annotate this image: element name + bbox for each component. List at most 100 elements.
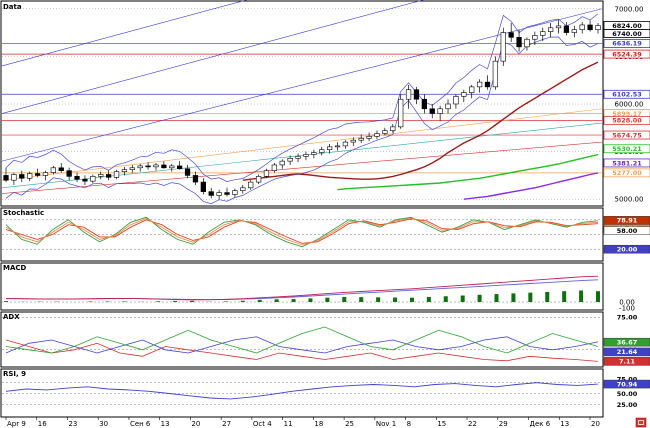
macd-histogram-bar	[308, 298, 313, 302]
candle-body	[461, 92, 467, 97]
candle-body	[311, 152, 317, 155]
macd-histogram-bar	[122, 301, 127, 302]
price-trendline	[1, 122, 603, 189]
candle-body	[263, 170, 270, 177]
candle-body	[232, 190, 238, 195]
x-tick-label: Дек 6	[530, 420, 551, 428]
candle-body	[121, 169, 128, 172]
macd-histogram-bar	[596, 291, 600, 302]
candle-body	[216, 192, 222, 196]
macd-histogram-bar	[274, 299, 279, 302]
candle-body	[255, 176, 262, 183]
macd-histogram-bar	[88, 301, 93, 302]
macd-histogram-bar	[342, 296, 347, 302]
macd-frame	[0, 262, 604, 311]
candle-body	[492, 60, 499, 88]
adx-badge	[603, 337, 650, 347]
candle-body	[177, 165, 183, 170]
zoom-button[interactable]	[635, 417, 647, 428]
macd-histogram-bar	[173, 300, 178, 302]
adx-tick-label: 36.67	[617, 338, 638, 346]
candle-body	[113, 171, 120, 178]
macd-line	[5, 275, 599, 301]
candle-body	[555, 25, 562, 29]
candle-body	[319, 149, 325, 153]
macd-histogram-bar	[460, 295, 465, 302]
rsi-plot	[2, 382, 602, 405]
price-trendline	[1, 0, 248, 67]
candle-body	[303, 154, 309, 157]
candle-body	[90, 176, 96, 182]
stochastic-badge	[603, 226, 650, 235]
candle-body	[563, 25, 570, 33]
x-tick-label: 25	[345, 420, 354, 428]
candle-body	[350, 139, 356, 143]
candle-body	[500, 32, 506, 62]
x-tick-label: 27	[222, 420, 231, 428]
rsi-tick-label: 70.94	[617, 380, 638, 388]
zoom-icon	[638, 420, 644, 425]
price-trendline	[1, 0, 424, 114]
macd-histogram-bar	[528, 292, 533, 302]
candle-body	[153, 164, 159, 168]
macd-histogram-bar	[477, 294, 482, 302]
candle-body	[429, 108, 435, 114]
macd-histogram-bar	[393, 297, 398, 302]
stochastic-tick-label: 58.00	[617, 227, 638, 235]
x-tick-label: 20	[591, 420, 600, 428]
candle-body	[516, 37, 522, 48]
price-candles	[3, 20, 601, 200]
candle-body	[382, 130, 388, 134]
candle-body	[137, 165, 143, 169]
macd-histogram-bar	[359, 297, 364, 302]
candle-body	[508, 32, 514, 38]
candle-body	[66, 170, 72, 177]
x-tick-label: Сен 6	[130, 420, 151, 428]
candle-body	[540, 31, 546, 36]
bollinger-upper-line	[5, 13, 599, 182]
price-panel-title: Data	[3, 3, 22, 11]
stochastic-frame	[0, 207, 604, 262]
candle-body	[405, 89, 412, 100]
candle-body	[524, 38, 530, 48]
macd-histogram-bar	[494, 294, 499, 302]
x-tick-label: 18	[314, 420, 323, 428]
price-badge-label: 6824.00	[612, 22, 642, 30]
candle-body	[334, 145, 341, 148]
x-tick-label: 8	[407, 420, 411, 428]
candle-body	[224, 192, 230, 195]
price-badge-label: 5381.21	[612, 159, 642, 167]
price-panel: Data 7000.006500.006000.005500.005000.00…	[0, 0, 650, 207]
x-axis: Apr 9 16 23 30 Сен 6 13 20 27 Oct 4 11 18 25 Nov 1 8 1…	[5, 417, 600, 428]
x-tick-label: 29	[499, 420, 508, 428]
adx-tick-label: 75.00	[617, 314, 638, 322]
rsi-tick-label: 25.00	[617, 401, 638, 409]
macd-tick-label: -100	[619, 305, 635, 313]
candle-body	[42, 172, 49, 176]
macd-histogram-bar	[156, 301, 161, 302]
zoom-control[interactable]	[635, 417, 647, 428]
candle-body	[287, 157, 293, 162]
price-badge-label: 5828.00	[612, 117, 642, 125]
rsi-tick-label: 75.00	[617, 376, 638, 384]
candle-body	[184, 168, 191, 176]
price-badge	[603, 130, 650, 140]
candle-body	[34, 173, 41, 176]
macd-histogram-bar	[562, 291, 567, 302]
price-grid	[2, 8, 602, 200]
candle-body	[398, 98, 404, 128]
x-tick-label: 13	[560, 420, 569, 428]
macd-histogram-bar	[545, 291, 550, 302]
price-badge	[603, 89, 650, 99]
candle-body	[98, 174, 104, 177]
candle-body	[421, 98, 427, 110]
price-badge	[603, 49, 650, 59]
candle-body	[200, 181, 206, 192]
price-tick-label: 5000.00	[615, 196, 644, 204]
rsi-frame	[0, 368, 604, 418]
stochastic-avg-line	[5, 217, 599, 246]
candle-body	[453, 96, 459, 105]
